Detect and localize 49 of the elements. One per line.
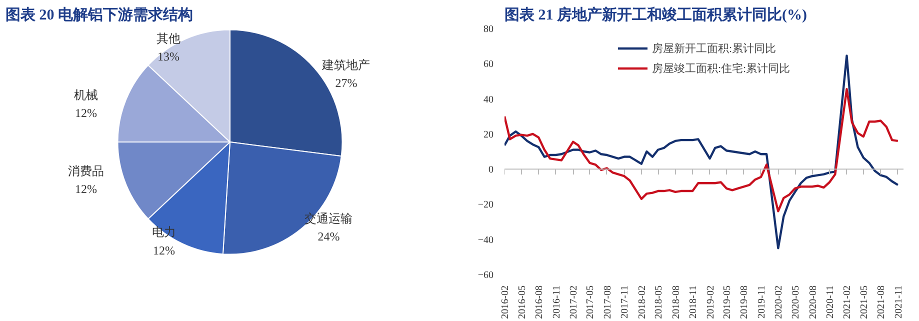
x-tick-label: 2019-08 [739, 285, 750, 319]
y-tick-label: −20 [478, 200, 494, 211]
slice-label: 消费品 [68, 164, 104, 178]
line-series [504, 88, 899, 212]
data-label: 12% [74, 182, 97, 196]
slice-label: 其他 [156, 31, 180, 46]
chart-title: 图表 21 房地产新开工和竣工面积累计同比(%) [504, 6, 807, 24]
x-tick-label: 2017-02 [568, 285, 580, 319]
x-tick-label: 2020-08 [808, 285, 819, 319]
x-tick-label: 2020-05 [790, 285, 802, 319]
x-tick-label: 2018-05 [654, 285, 665, 319]
x-tick-label: 2019-02 [705, 285, 716, 319]
x-tick-label: 2017-11 [620, 285, 631, 318]
x-tick-label: 2021-02 [842, 285, 854, 319]
legend-label: 房屋竣工面积:住宅:累计同比 [652, 62, 790, 76]
y-tick-label: 0 [488, 164, 494, 176]
slice-label: 电力 [152, 225, 176, 240]
x-tick-label: 2016-11 [551, 285, 562, 318]
line-series [504, 54, 899, 250]
y-tick-label: −60 [478, 270, 494, 281]
legend-label: 房屋新开工面积:累计同比 [652, 42, 776, 56]
y-tick-label: 20 [484, 129, 494, 140]
x-tick-label: 2018-08 [670, 285, 682, 319]
y-tick-label: 60 [484, 59, 494, 70]
x-tick-label: 2020-02 [774, 285, 785, 319]
x-tick-label: 2021-05 [858, 285, 870, 319]
data-label: 27% [335, 76, 358, 90]
data-label: 12% [74, 106, 97, 120]
x-tick-label: 2019-11 [756, 285, 768, 318]
slice-label: 机械 [74, 88, 98, 102]
x-tick-label: 2016-05 [516, 285, 528, 319]
x-tick-label: 2016-08 [534, 285, 546, 319]
chart-title: 图表 20 电解铝下游需求结构 [6, 6, 193, 24]
y-tick-label: −40 [478, 234, 494, 246]
x-tick-label: 2017-08 [602, 285, 614, 319]
x-tick-label: 2018-02 [636, 285, 648, 319]
y-tick-label: 40 [484, 94, 494, 106]
x-tick-label: 2021-11 [893, 285, 904, 318]
x-tick-label: 2021-08 [876, 285, 888, 319]
data-label: 24% [318, 230, 340, 244]
y-tick-label: 80 [484, 24, 494, 35]
data-label: 13% [157, 50, 180, 64]
x-tick-label: 2017-05 [585, 285, 596, 319]
data-label: 12% [153, 243, 176, 258]
x-tick-label: 2020-11 [825, 285, 836, 318]
x-tick-label: 2016-02 [500, 285, 511, 319]
slice-label: 建筑地产 [321, 58, 370, 72]
x-tick-label: 2019-05 [722, 285, 733, 319]
x-tick-label: 2018-11 [688, 285, 700, 318]
